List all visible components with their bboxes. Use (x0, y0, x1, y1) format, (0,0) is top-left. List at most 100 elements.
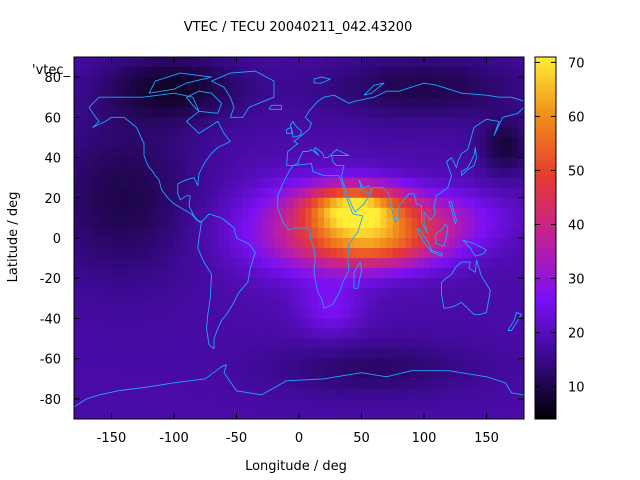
heat-cell (442, 67, 450, 78)
heat-cell (130, 57, 138, 68)
heat-cell (167, 147, 175, 159)
heat-cell (424, 288, 431, 299)
heat-cell (424, 117, 431, 128)
heat-cell (442, 97, 450, 108)
heat-cell (411, 358, 419, 370)
heat-cell (361, 378, 369, 390)
heat-cell (386, 57, 394, 68)
heat-cell (136, 288, 144, 299)
heat-cell (324, 338, 331, 350)
heat-cell (205, 248, 213, 259)
heat-cell (236, 87, 244, 98)
heat-cell (336, 408, 344, 419)
heat-cell (505, 358, 513, 370)
heat-cell (405, 358, 413, 370)
heat-cell (405, 388, 413, 400)
heat-cell (380, 177, 388, 189)
heat-cell (180, 117, 188, 128)
heat-cell (511, 238, 519, 249)
heat-cell (505, 97, 513, 108)
heat-cell (430, 217, 438, 229)
heat-cell (449, 238, 456, 249)
heat-cell (324, 238, 331, 249)
heat-cell (274, 298, 281, 309)
heat-cell (199, 197, 206, 209)
heat-cell (517, 87, 524, 98)
heat-cell (117, 398, 125, 410)
heat-cell (199, 67, 206, 78)
heat-cell (242, 328, 250, 340)
heat-cell (136, 137, 144, 149)
heat-cell (105, 368, 113, 380)
heat-cell (461, 177, 469, 189)
heat-cell (155, 408, 163, 419)
heat-cell (417, 278, 425, 289)
heat-cell (311, 217, 319, 229)
heat-cell (274, 308, 281, 320)
heat-cell (336, 227, 344, 239)
heat-cell (274, 408, 281, 419)
heat-cell (199, 238, 206, 249)
coastline-borneo (434, 223, 449, 247)
heat-cell (480, 268, 488, 279)
heat-cell (436, 197, 444, 209)
heat-cell (499, 328, 506, 340)
heat-cell (149, 328, 156, 340)
heat-cell (230, 107, 238, 118)
heat-cell (511, 348, 519, 360)
heat-cell (467, 258, 475, 269)
heat-cell (449, 398, 456, 410)
heat-cell (455, 97, 463, 108)
heat-cell (367, 157, 375, 169)
heat-cell (405, 308, 413, 320)
heat-cell (305, 268, 313, 279)
heat-cell (424, 318, 431, 330)
heat-cell (86, 207, 94, 219)
heat-cell (449, 248, 456, 259)
heat-cell (417, 348, 425, 360)
y-tick-label: -40 (40, 312, 61, 327)
heat-cell (330, 248, 338, 259)
heat-cell (305, 127, 313, 139)
heat-cell (467, 308, 475, 320)
heat-cell (305, 137, 313, 149)
heat-cell (417, 167, 425, 179)
heat-cell (511, 298, 519, 309)
heat-cell (99, 177, 106, 189)
heat-cell (261, 358, 269, 370)
coastline-south-america (197, 213, 256, 350)
heat-cell (417, 308, 425, 320)
heat-cell (505, 67, 513, 78)
heat-cell (392, 167, 400, 179)
heat-cell (374, 378, 381, 390)
heat-cell (111, 318, 119, 330)
heat-cell (399, 248, 406, 259)
heat-cell (111, 408, 119, 419)
heat-cell (161, 187, 169, 199)
heat-cell (255, 368, 263, 380)
heat-cell (211, 258, 219, 269)
heat-cell (467, 127, 475, 139)
heat-cell (330, 217, 338, 229)
heat-cell (511, 227, 519, 239)
heat-cell (205, 67, 213, 78)
heat-cell (217, 318, 225, 330)
heat-cell (111, 117, 119, 128)
heat-cell (74, 57, 81, 68)
heat-cell (305, 207, 313, 219)
heat-cell (224, 248, 231, 259)
coastline-north-america (88, 92, 231, 223)
y-tick-label: -60 (40, 353, 61, 368)
heat-cell (274, 338, 281, 350)
heat-cell (305, 288, 313, 299)
heat-cell (392, 268, 400, 279)
heat-cell (330, 288, 338, 299)
heat-cell (267, 408, 275, 419)
heat-cell (211, 207, 219, 219)
heat-cell (355, 117, 363, 128)
heat-cell (492, 87, 500, 98)
heat-cell (249, 338, 256, 350)
coastline-baffin (186, 90, 222, 114)
heat-cell (192, 238, 200, 249)
heat-cell (80, 318, 88, 330)
